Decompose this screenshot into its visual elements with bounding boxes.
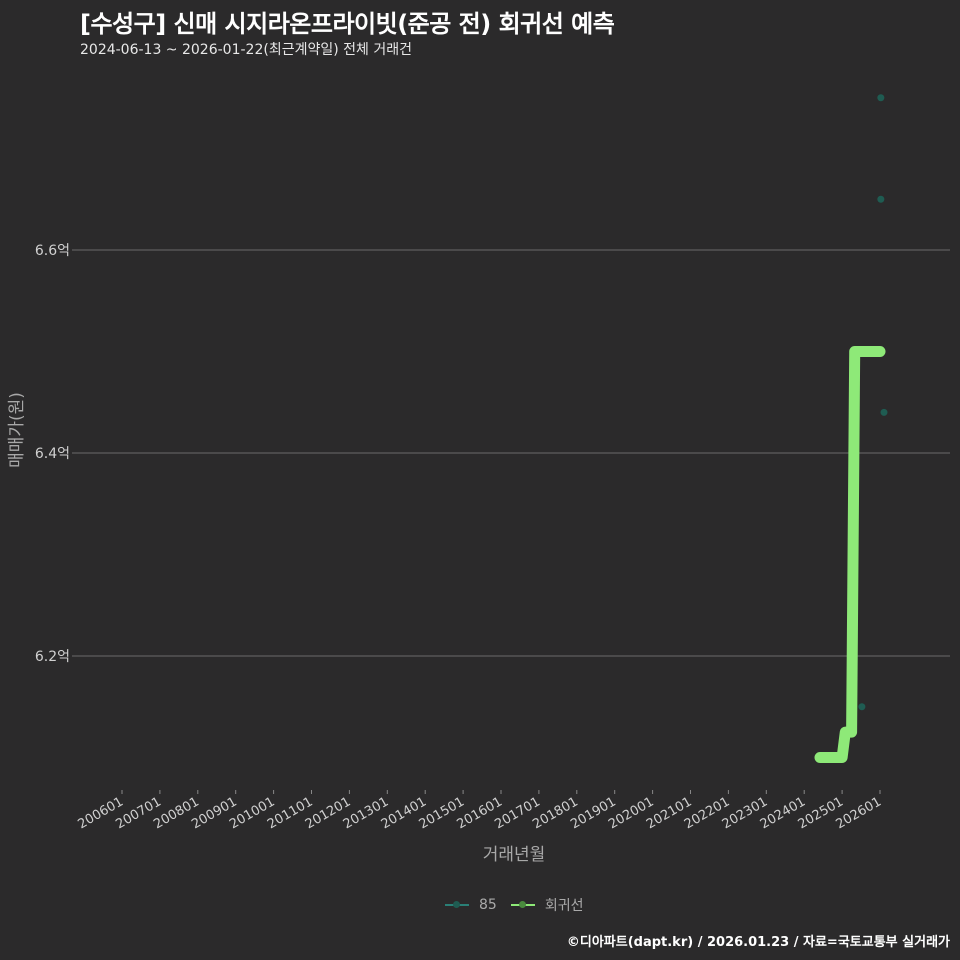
data-point[interactable] [880,408,888,416]
legend-item-85[interactable]: 85 [445,897,497,913]
y-axis-label: 매매가(원) [7,392,27,468]
legend-item-regression[interactable]: 회귀선 [510,895,584,915]
regression-line [814,346,886,763]
footer-credit: ©디아파트(dapt.kr) / 2026.01.23 / 자료=국토교통부 실… [566,935,950,950]
data-point[interactable] [877,94,885,102]
y-tick-label: 6.2억 [35,649,70,665]
legend: 85 회귀선 [445,895,589,915]
legend-key-85-icon [445,900,469,910]
x-axis-label: 거래년월 [483,845,546,865]
y-tick-label: 6.4억 [35,446,70,462]
legend-label: 85 [479,897,497,913]
chart-title: [수성구] 신매 시지라온프라이빗(준공 전) 회귀선 예측 [80,10,615,38]
data-point[interactable] [877,195,885,203]
y-tick-label: 6.6억 [35,243,70,259]
legend-key-regression-icon [510,900,535,910]
legend-label: 회귀선 [544,898,584,914]
data-point[interactable] [858,703,866,711]
chart-subtitle: 2024-06-13 ~ 2026-01-22(최근계약일) 전체 거래건 [80,42,412,58]
